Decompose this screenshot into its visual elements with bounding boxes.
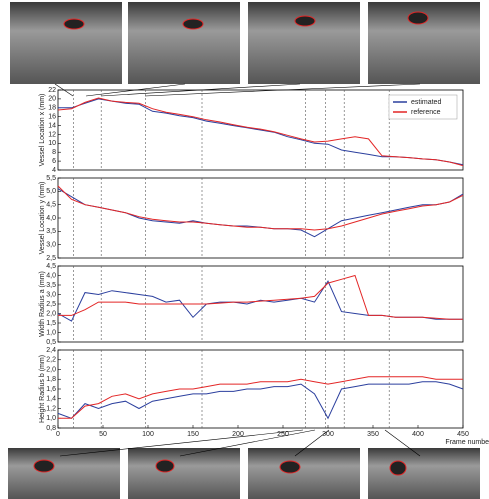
y-tick-label: 10 (48, 140, 56, 147)
y-tick-label: 1,0 (46, 415, 56, 422)
vessel-outline (390, 461, 406, 475)
y-tick-label: 4 (52, 167, 56, 174)
top-images (10, 2, 480, 96)
y-tick-label: 2,0 (46, 366, 56, 373)
y-tick-label: 2,4 (46, 347, 56, 354)
series-line (58, 189, 463, 237)
series-line (58, 382, 463, 419)
series-line (58, 377, 463, 419)
series-line (58, 276, 463, 320)
vessel-outline (408, 12, 428, 24)
y-tick-label: 1,6 (46, 386, 56, 393)
y-tick-label: 1,8 (46, 376, 56, 383)
y-tick-label: 12 (48, 131, 56, 138)
vessel-outline (280, 461, 300, 473)
y-axis-label: Vessel Location y (mm) (39, 182, 46, 255)
y-tick-label: 2,2 (46, 357, 56, 364)
ultrasound-image (368, 448, 480, 499)
x-tick-label: 450 (457, 431, 469, 438)
y-axis-label: Height Radius b (mm) (39, 355, 46, 423)
figure: 4 6 8 10 12 1416 18 20 22Vessel Location x (mm) e… (0, 0, 489, 499)
bottom-images (8, 430, 480, 499)
vessel-outline (183, 19, 203, 29)
y-tick-label: 20 (48, 96, 56, 103)
y-tick-label: 1,4 (46, 396, 56, 403)
ultrasound-image (128, 2, 240, 84)
y-tick-label: 0,5 (46, 339, 56, 346)
y-tick-label: 4,0 (46, 272, 56, 279)
vessel-outline (34, 460, 54, 472)
x-tick-label: 150 (187, 431, 199, 438)
x-tick-label: 400 (412, 431, 424, 438)
vessel-outline (156, 460, 174, 472)
y-tick-label: 4,0 (46, 215, 56, 222)
series-line (58, 186, 463, 230)
y-axis-label: Vessel Location x (mm) (39, 94, 46, 167)
y-tick-label: 4,5 (46, 263, 56, 270)
y-tick-label: 3,5 (46, 228, 56, 235)
y-tick-label: 8 (52, 149, 56, 156)
legend-label: reference (411, 109, 441, 116)
vessel-outline (295, 16, 315, 26)
x-axis-label: Frame numbe (445, 439, 489, 446)
y-tick-label: 3,0 (46, 242, 56, 249)
y-tick-label: 6 (52, 158, 56, 165)
plot-frame (58, 178, 463, 258)
legend-label: estimated (411, 99, 441, 106)
y-tick-label: 1,5 (46, 320, 56, 327)
x-tick-label: 250 (277, 431, 289, 438)
ultrasound-image (248, 448, 360, 499)
y-tick-label: 1,0 (46, 329, 56, 336)
vessel-outline (64, 19, 84, 29)
subplot: 0,8 1,0 1,2 1,4 1,6 1,8 2,0 2,2 2,4 0 50 100 150 200 2… (39, 347, 489, 446)
x-tick-label: 50 (99, 431, 107, 438)
x-tick-label: 350 (367, 431, 379, 438)
y-axis-label: Width Radius a (mm) (39, 271, 46, 337)
ultrasound-image (248, 2, 360, 84)
ultrasound-image (10, 2, 122, 84)
y-tick-label: 22 (48, 87, 56, 94)
y-tick-label: 2,0 (46, 310, 56, 317)
y-tick-label: 2,5 (46, 255, 56, 262)
y-tick-label: 16 (48, 114, 56, 121)
y-tick-label: 18 (48, 105, 56, 112)
y-tick-label: 1,2 (46, 405, 56, 412)
y-tick-label: 0,8 (46, 425, 56, 432)
x-tick-label: 200 (232, 431, 244, 438)
y-tick-label: 2,5 (46, 301, 56, 308)
plot-frame (58, 266, 463, 342)
x-tick-label: 100 (142, 431, 154, 438)
x-tick-label: 0 (56, 431, 60, 438)
y-tick-label: 5,0 (46, 188, 56, 195)
y-tick-label: 4,5 (46, 202, 56, 209)
x-tick-label: 300 (322, 431, 334, 438)
ultrasound-image (128, 448, 240, 499)
y-tick-label: 3,0 (46, 291, 56, 298)
y-tick-label: 5,5 (46, 175, 56, 182)
y-tick-label: 3,5 (46, 282, 56, 289)
y-tick-label: 14 (48, 122, 56, 129)
